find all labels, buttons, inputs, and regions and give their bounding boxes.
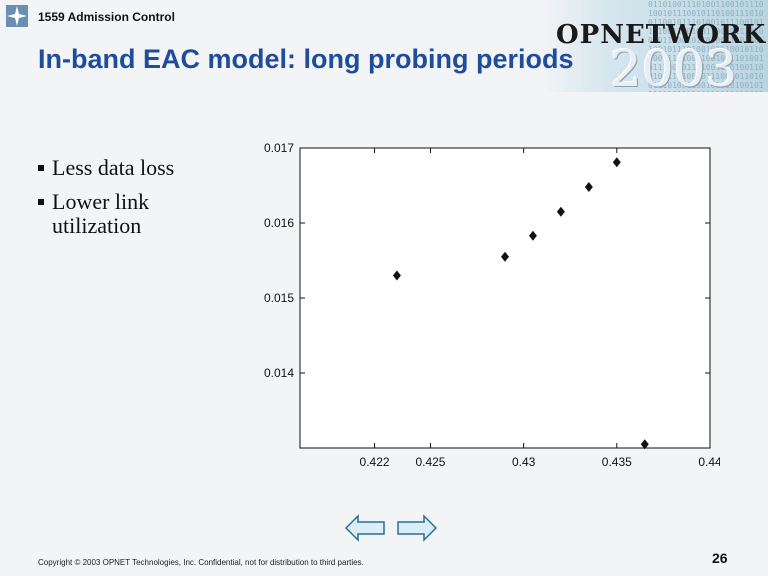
bullet-text: Lower link utilization bbox=[52, 189, 150, 238]
scatter-point bbox=[640, 439, 649, 450]
bullet-item: Lower link utilization bbox=[38, 190, 238, 238]
page-number: 26 bbox=[712, 550, 728, 566]
x-tick-label: 0.422 bbox=[360, 455, 390, 469]
scatter-point bbox=[392, 270, 401, 281]
brand-name: OPNETWORK bbox=[556, 20, 767, 50]
scatter-point bbox=[584, 182, 593, 192]
bullet-text: Less data loss bbox=[52, 155, 175, 180]
scatter-point bbox=[501, 251, 509, 262]
x-tick-label: 0.44 bbox=[698, 455, 720, 469]
left-arrow-icon bbox=[344, 514, 385, 542]
x-tick-label: 0.435 bbox=[602, 455, 632, 469]
next-slide-button[interactable] bbox=[396, 513, 440, 543]
slide-header: 1559 Admission Control bbox=[0, 0, 768, 34]
slide-title: In-band EAC model: long probing periods bbox=[38, 44, 574, 74]
bullet-list: Less data loss Lower link utilization bbox=[38, 156, 238, 248]
scatter-point bbox=[556, 206, 565, 217]
y-tick-label: 0.015 bbox=[264, 291, 294, 305]
star-logo-icon bbox=[6, 5, 28, 27]
right-arrow-icon bbox=[397, 514, 438, 542]
matrix-digits: 0110100111010011001011101001011100101101… bbox=[648, 0, 764, 92]
y-tick-label: 0.014 bbox=[264, 366, 294, 380]
y-tick-label: 0.017 bbox=[264, 141, 294, 155]
scatter-point bbox=[528, 230, 537, 241]
brand-year: 2003 bbox=[610, 40, 738, 92]
x-tick-label: 0.425 bbox=[415, 455, 445, 469]
scatter-point bbox=[612, 157, 621, 168]
plot-area bbox=[299, 147, 711, 449]
bullet-marker-icon bbox=[38, 165, 44, 171]
bullet-marker-icon bbox=[38, 199, 44, 205]
x-tick-label: 0.43 bbox=[512, 455, 536, 469]
copyright-text: Copyright © 2003 OPNET Technologies, Inc… bbox=[38, 558, 364, 567]
y-tick-label: 0.016 bbox=[264, 216, 294, 230]
section-label: 1559 Admission Control bbox=[38, 10, 175, 24]
bullet-item: Less data loss bbox=[38, 156, 238, 180]
opnetwork-logo: 0110100111010011001011101001011100101101… bbox=[540, 0, 768, 92]
previous-slide-button[interactable] bbox=[344, 513, 388, 543]
scatter-chart: 0.422 0.425 0.43 0.435 0.44 0.014 0.015 0.016 0.… bbox=[264, 141, 720, 469]
